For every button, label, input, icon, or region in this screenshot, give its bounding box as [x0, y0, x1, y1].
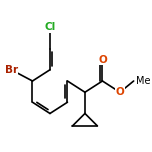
- Text: Br: Br: [5, 65, 18, 75]
- Text: O: O: [116, 87, 124, 97]
- Text: O: O: [98, 55, 107, 65]
- Text: Me: Me: [136, 76, 151, 86]
- Text: Cl: Cl: [44, 22, 56, 32]
